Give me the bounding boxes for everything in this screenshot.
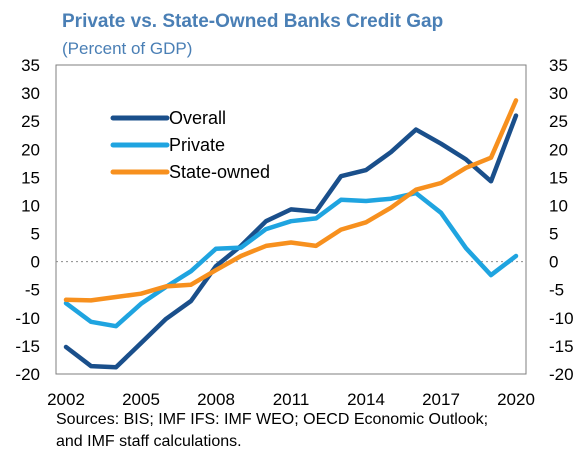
y-tick-label-right: -5: [549, 281, 564, 300]
legend: Overall Private State-owned: [110, 108, 270, 182]
chart-subtitle: (Percent of GDP): [62, 39, 192, 58]
y-tick-label-right: 35: [549, 56, 568, 75]
y-tick-label-left: 0: [31, 253, 40, 272]
y-tick-label-left: -5: [25, 281, 40, 300]
y-tick-label-right: 20: [549, 140, 568, 159]
legend-label-private: Private: [169, 135, 225, 155]
y-tick-label-left: -20: [15, 365, 40, 384]
y-tick-label-right: 5: [549, 225, 558, 244]
series-line-state-owned: [63, 98, 519, 303]
y-tick-label-left: 20: [21, 140, 40, 159]
y-axis-left: -20 -15 -10 -5 0 5 10 15 20 25 30 35: [15, 56, 40, 384]
y-tick-label-left: 35: [21, 56, 40, 75]
source-note-line-2: and IMF staff calculations.: [56, 433, 242, 450]
y-tick-label-left: 10: [21, 196, 40, 215]
x-tick-label: 2011: [273, 390, 310, 409]
y-tick-label-left: 25: [21, 112, 40, 131]
legend-label-overall: Overall: [169, 108, 226, 128]
y-tick-label-right: 10: [549, 196, 568, 215]
x-tick-label: 2014: [347, 390, 385, 409]
y-tick-label-right: 0: [549, 253, 558, 272]
x-axis: 2002 2005 2008 2011 2014 2017 2020: [47, 390, 535, 409]
series-line-private: [63, 190, 519, 329]
y-tick-label-left: -15: [15, 337, 40, 356]
y-tick-label-right: 25: [549, 112, 568, 131]
chart-title: Private vs. State-Owned Banks Credit Gap: [62, 11, 443, 32]
plot-frame: [55, 64, 527, 375]
y-tick-label-right: -15: [549, 337, 574, 356]
x-tick-label: 2008: [197, 390, 235, 409]
y-tick-label-left: -10: [15, 309, 40, 328]
y-axis-right: -20 -15 -10 -5 0 5 10 15 20 25 30 35: [549, 56, 574, 384]
x-tick-label: 2002: [47, 390, 85, 409]
y-tick-label-right: -20: [549, 365, 574, 384]
y-tick-label-left: 30: [21, 84, 40, 103]
x-tick-label: 2017: [422, 390, 460, 409]
y-tick-label-right: 30: [549, 84, 568, 103]
source-note-line-1: Sources: BIS; IMF IFS: IMF WEO; OECD Eco…: [56, 411, 488, 428]
y-tick-label-left: 5: [31, 225, 40, 244]
y-tick-label-right: -10: [549, 309, 574, 328]
x-tick-label: 2005: [122, 390, 160, 409]
legend-label-state-owned: State-owned: [169, 162, 270, 182]
y-tick-label-right: 15: [549, 168, 568, 187]
y-tick-label-left: 15: [21, 168, 40, 187]
series-lines: [63, 98, 519, 370]
series-line-overall: [63, 113, 519, 370]
x-tick-label: 2020: [497, 390, 535, 409]
